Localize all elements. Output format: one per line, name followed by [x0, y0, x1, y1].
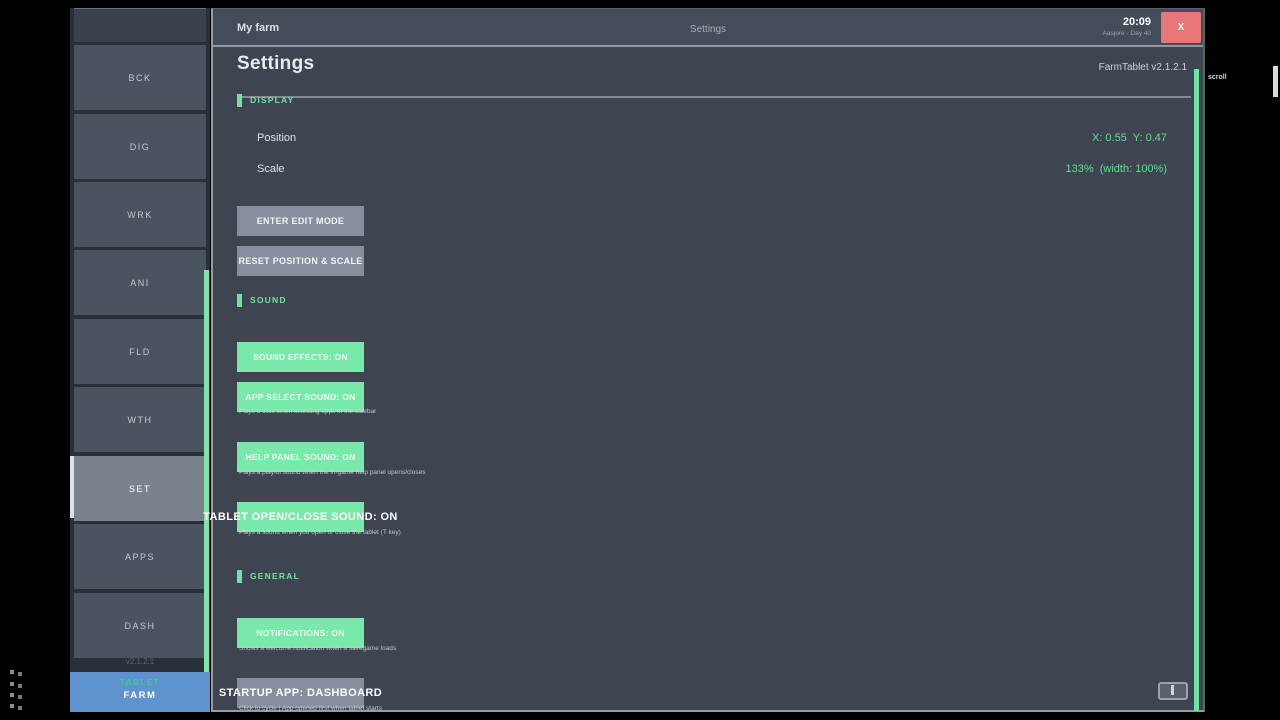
tablet-open-close-sound-caption: Plays a sound when you open or close the…: [239, 529, 401, 536]
time-display: 20:09: [1122, 16, 1151, 28]
sidebar-item-label: APPS: [124, 551, 155, 562]
section-header-general: GENERAL: [237, 569, 300, 583]
sidebar-item-label: DASH: [124, 620, 156, 631]
section-header-label: SOUND: [250, 295, 287, 305]
sidebar-item-ani[interactable]: ANI: [74, 250, 206, 315]
enter-edit-mode-button[interactable]: ENTER EDIT MODE: [237, 206, 364, 236]
button-label: RESET POSITION & SCALE: [238, 256, 363, 266]
sidebar-item-fld[interactable]: FLD: [74, 319, 206, 384]
help-panel-sound-toggle[interactable]: HELP PANEL SOUND: ON: [237, 442, 364, 472]
brand-tablet-label: TABLET: [120, 678, 160, 687]
position-label: Position: [257, 132, 297, 144]
topbar-app-title: Settings: [689, 24, 727, 35]
sidebar-item-dig[interactable]: DIG: [74, 114, 206, 179]
sidebar-item-label: WTH: [127, 414, 153, 425]
button-label: SOUND EFFECTS: ON: [253, 352, 348, 362]
clock-block: 20:09 Aasjore - Day 40: [1103, 16, 1151, 37]
app-select-sound-caption: Plays a click when selecting apps in the…: [239, 408, 377, 415]
main-scrollbar[interactable]: [1194, 69, 1199, 711]
sidebar-item-label: WRK: [127, 209, 153, 220]
farm-name: My farm: [237, 22, 280, 34]
display-section-rule: [241, 96, 1191, 98]
button-label: APP SELECT SOUND: ON: [245, 392, 356, 402]
close-button[interactable]: X: [1161, 12, 1201, 43]
tablet-sidebar: BCK DIG WRK ANI FLD WTH SET APPS DASH v2…: [70, 8, 210, 712]
sidebar-item-label: BCK: [128, 72, 152, 83]
book-icon: [1158, 682, 1188, 700]
page-title: Settings: [237, 53, 315, 74]
startup-app-button[interactable]: STARTUP APP: DASHBOARD: [219, 678, 382, 708]
section-accent-bar: [237, 293, 242, 307]
notifications-caption: Shows a welcome notification when a save…: [239, 645, 397, 652]
panel-topbar: My farm Settings 20:09 Aasjore - Day 40 …: [213, 9, 1203, 47]
section-header-display: DISPLAY: [237, 93, 294, 107]
sidebar-item-apps[interactable]: APPS: [74, 524, 206, 589]
app-version: FarmTablet v2.1.2.1: [1098, 62, 1187, 73]
location-day: Aasjore - Day 40: [1102, 30, 1151, 37]
active-item-indicator: [70, 456, 74, 518]
scale-label: Scale: [257, 163, 285, 175]
reset-position-scale-button[interactable]: RESET POSITION & SCALE: [237, 246, 364, 276]
right-edge-marker: [1273, 66, 1278, 97]
sidebar-item-label: DIG: [129, 141, 151, 152]
sidebar-item-bck[interactable]: BCK: [74, 45, 206, 110]
scale-value: 133% (width: 100%): [1065, 163, 1168, 175]
sidebar-item-label: FLD: [129, 346, 151, 357]
sidebar-item-set[interactable]: SET: [74, 456, 206, 521]
button-label: ENTER EDIT MODE: [256, 216, 345, 226]
sidebar-item-wrk[interactable]: WRK: [74, 182, 206, 247]
section-accent-bar: [237, 569, 242, 583]
sidebar-item-dash[interactable]: DASH: [74, 593, 206, 658]
section-header-sound: SOUND: [237, 293, 287, 307]
sound-effects-toggle[interactable]: SOUND EFFECTS: ON: [237, 342, 364, 372]
button-label: NOTIFICATIONS: ON: [256, 628, 345, 638]
section-header-label: DISPLAY: [250, 95, 295, 105]
sidebar-item-wth[interactable]: WTH: [74, 387, 206, 452]
dust-dots-decor: [10, 670, 14, 674]
button-label: HELP PANEL SOUND: ON: [245, 452, 356, 462]
startup-app-caption: Click to cycle | App opened first when t…: [239, 705, 382, 712]
sidebar-scrollbar[interactable]: [204, 270, 209, 712]
sidebar-top-spacer: [74, 8, 206, 42]
scroll-hint-label: scroll: [1208, 74, 1227, 81]
section-header-label: GENERAL: [250, 571, 300, 581]
section-accent-bar: [237, 93, 242, 107]
sidebar-brand-footer: TABLET FARM: [70, 672, 210, 712]
sidebar-version: v2.1.2.1: [125, 657, 155, 666]
tablet-open-close-sound-toggle[interactable]: TABLET OPEN/CLOSE SOUND: ON: [203, 502, 397, 532]
help-panel-sound-caption: Plays a playful sound when the in-game h…: [239, 469, 426, 476]
brand-farm-label: FARM: [123, 690, 157, 701]
button-label: TABLET OPEN/CLOSE SOUND: ON: [203, 511, 398, 523]
settings-panel: My farm Settings 20:09 Aasjore - Day 40 …: [203, 8, 1205, 712]
position-value: X: 0.55 Y: 0.47: [1091, 132, 1167, 144]
button-label: STARTUP APP: DASHBOARD: [218, 687, 383, 699]
sidebar-item-label: SET: [128, 483, 151, 494]
notifications-toggle[interactable]: NOTIFICATIONS: ON: [237, 618, 364, 648]
sidebar-item-label: ANI: [130, 277, 150, 288]
